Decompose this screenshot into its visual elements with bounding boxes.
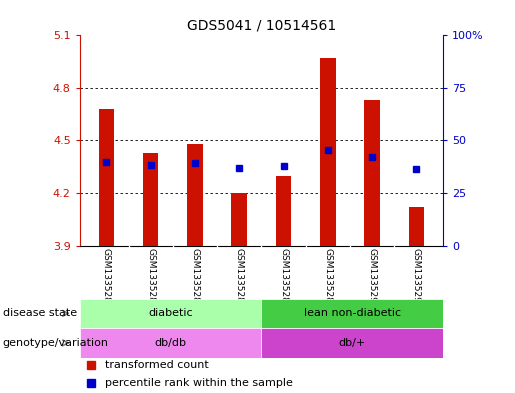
Text: GSM1335289: GSM1335289 xyxy=(323,248,332,309)
Bar xyxy=(261,328,443,358)
Text: GSM1335291: GSM1335291 xyxy=(412,248,421,309)
Text: GSM1335285: GSM1335285 xyxy=(146,248,155,309)
Bar xyxy=(80,328,261,358)
Bar xyxy=(80,299,261,328)
Bar xyxy=(187,144,203,246)
Title: GDS5041 / 10514561: GDS5041 / 10514561 xyxy=(187,19,336,33)
Text: db/db: db/db xyxy=(154,338,186,348)
Text: percentile rank within the sample: percentile rank within the sample xyxy=(105,378,293,388)
Text: GSM1335287: GSM1335287 xyxy=(235,248,244,309)
Text: GSM1335290: GSM1335290 xyxy=(368,248,376,309)
Text: genotype/variation: genotype/variation xyxy=(3,338,109,348)
Text: disease state: disease state xyxy=(3,309,77,318)
Text: lean non-diabetic: lean non-diabetic xyxy=(303,309,401,318)
Bar xyxy=(364,100,380,246)
Bar xyxy=(143,153,159,246)
Text: transformed count: transformed count xyxy=(105,360,209,371)
Bar xyxy=(408,207,424,246)
Text: GSM1335284: GSM1335284 xyxy=(102,248,111,309)
Bar xyxy=(276,176,291,246)
Text: db/+: db/+ xyxy=(338,338,366,348)
Text: GSM1335288: GSM1335288 xyxy=(279,248,288,309)
Bar xyxy=(99,109,114,246)
Bar xyxy=(261,299,443,328)
Bar xyxy=(231,193,247,246)
Bar xyxy=(320,58,336,246)
Text: diabetic: diabetic xyxy=(148,309,193,318)
Text: GSM1335286: GSM1335286 xyxy=(191,248,199,309)
